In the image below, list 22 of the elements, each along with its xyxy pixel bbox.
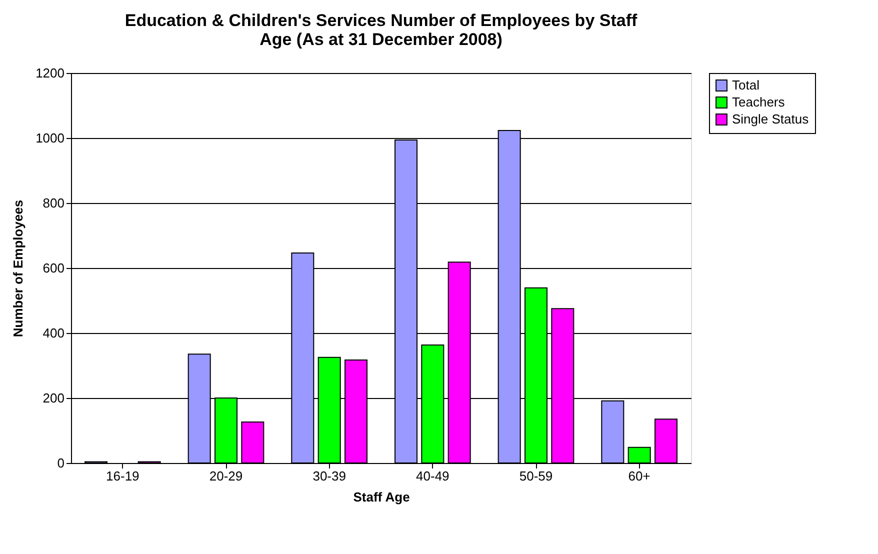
- x-tick-label: 20-29: [209, 468, 243, 484]
- legend-label: Total: [732, 78, 760, 92]
- bar: [241, 422, 264, 464]
- x-tick-label: 30-39: [312, 468, 346, 484]
- y-axis-title: Number of Employees: [10, 200, 26, 338]
- x-tick-label: 50-59: [519, 468, 553, 484]
- y-tick-label: 400: [42, 326, 64, 340]
- x-tick-label: 60+: [628, 468, 650, 484]
- text: Age (As at 31 December 2008): [260, 30, 502, 49]
- x-axis-title: Staff Age: [353, 490, 410, 504]
- y-tick-label: 1200: [36, 66, 64, 80]
- bar: [654, 418, 678, 464]
- y-tick-label: 1000: [36, 130, 64, 146]
- legend-label: Single Status: [732, 112, 810, 126]
- x-tick-label: 16-19: [106, 468, 140, 484]
- legend-label: Teachers: [732, 94, 786, 110]
- y-tick-label: 200: [42, 390, 64, 406]
- text: Education & Children's Services Number of Employees by Staff: [124, 11, 638, 30]
- x-tick-label: 40-49: [416, 468, 450, 484]
- y-tick-label: 600: [42, 260, 64, 276]
- y-tick-label: 800: [42, 196, 64, 210]
- y-tick-label: 0: [57, 456, 64, 470]
